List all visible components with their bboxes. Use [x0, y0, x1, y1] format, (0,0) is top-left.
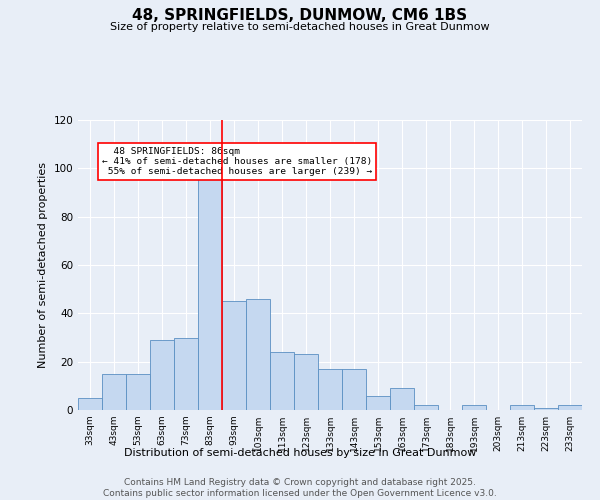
Text: Contains HM Land Registry data © Crown copyright and database right 2025.
Contai: Contains HM Land Registry data © Crown c…	[103, 478, 497, 498]
Bar	[510, 405, 534, 410]
Bar	[222, 301, 246, 410]
Bar	[174, 338, 198, 410]
Y-axis label: Number of semi-detached properties: Number of semi-detached properties	[38, 162, 48, 368]
Bar	[102, 374, 126, 410]
Bar	[126, 374, 150, 410]
Text: Size of property relative to semi-detached houses in Great Dunmow: Size of property relative to semi-detach…	[110, 22, 490, 32]
Text: 48, SPRINGFIELDS, DUNMOW, CM6 1BS: 48, SPRINGFIELDS, DUNMOW, CM6 1BS	[133, 8, 467, 22]
Bar	[246, 299, 270, 410]
Bar	[342, 369, 366, 410]
Bar	[366, 396, 390, 410]
Bar	[534, 408, 558, 410]
Bar	[294, 354, 318, 410]
Bar	[198, 176, 222, 410]
Bar	[462, 405, 486, 410]
Bar	[270, 352, 294, 410]
Bar	[78, 398, 102, 410]
Text: 48 SPRINGFIELDS: 86sqm
← 41% of semi-detached houses are smaller (178)
 55% of s: 48 SPRINGFIELDS: 86sqm ← 41% of semi-det…	[102, 146, 372, 176]
Bar	[414, 405, 438, 410]
Bar	[558, 405, 582, 410]
Text: Distribution of semi-detached houses by size in Great Dunmow: Distribution of semi-detached houses by …	[124, 448, 476, 458]
Bar	[318, 369, 342, 410]
Bar	[150, 340, 174, 410]
Bar	[390, 388, 414, 410]
